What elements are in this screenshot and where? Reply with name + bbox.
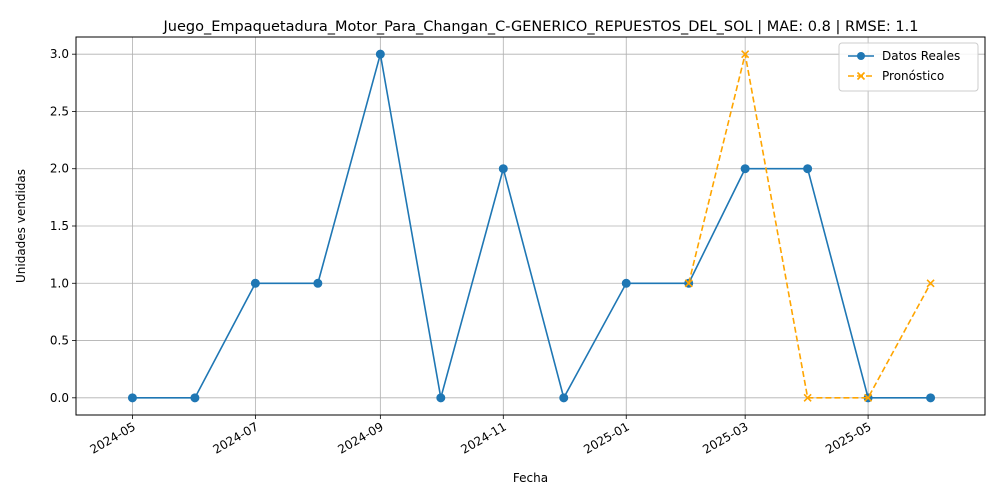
y-tick-label: 1.5 [50, 219, 69, 233]
y-axis-label: Unidades vendidas [14, 169, 28, 283]
grid-lines [76, 37, 985, 415]
x-axis-label: Fecha [513, 471, 548, 485]
y-tick-label: 1.0 [50, 276, 69, 290]
y-tick-label: 0.0 [50, 391, 69, 405]
y-tick-label: 2.0 [50, 162, 69, 176]
data-point [803, 164, 813, 174]
series-datos-reales [127, 49, 936, 403]
legend-label: Pronóstico [882, 69, 944, 83]
series-layer [127, 49, 936, 403]
data-point [250, 278, 260, 288]
data-point [498, 164, 508, 174]
data-point [375, 49, 385, 59]
legend-item: Datos Reales [848, 49, 960, 63]
x-axis-ticks: 2024-05 2024-07 2024-09 2024-11 2025-01 2025-… [88, 415, 874, 457]
y-axis-ticks: 0.0 0.5 1.0 1.5 2.0 2.5 3.0 [50, 47, 76, 405]
series-line [132, 53, 931, 400]
data-point [127, 393, 137, 403]
data-point [741, 50, 750, 59]
x-tick-label: 2025-01 [581, 419, 631, 456]
data-point [926, 393, 936, 403]
data-point [436, 393, 446, 403]
data-point [313, 278, 323, 288]
data-point [190, 393, 200, 403]
legend-box [838, 42, 979, 92]
legend-label: Datos Reales [882, 49, 960, 63]
data-point [740, 164, 750, 174]
legend: Datos Reales Pronóstico [838, 42, 979, 92]
data-point [559, 393, 569, 403]
legend-marker [856, 71, 866, 81]
x-tick-label: 2025-05 [823, 419, 873, 456]
data-point [864, 393, 873, 402]
y-tick-label: 3.0 [50, 47, 69, 61]
x-tick-label: 2024-11 [458, 419, 508, 456]
data-point [684, 279, 693, 288]
data-point [803, 393, 812, 402]
data-point [926, 279, 935, 288]
x-tick-label: 2025-03 [700, 419, 750, 456]
data-point [621, 278, 631, 288]
series-pronostico [684, 50, 935, 402]
legend-marker [857, 52, 865, 60]
y-tick-label: 2.5 [50, 104, 69, 118]
chart-title: Juego_Empaquetadura_Motor_Para_Changan_C… [163, 19, 919, 35]
y-tick-label: 0.5 [50, 334, 69, 348]
legend-item: Pronóstico [848, 69, 944, 83]
x-tick-label: 2024-09 [335, 419, 385, 456]
x-tick-label: 2024-07 [210, 419, 260, 456]
x-tick-label: 2024-05 [88, 419, 138, 456]
